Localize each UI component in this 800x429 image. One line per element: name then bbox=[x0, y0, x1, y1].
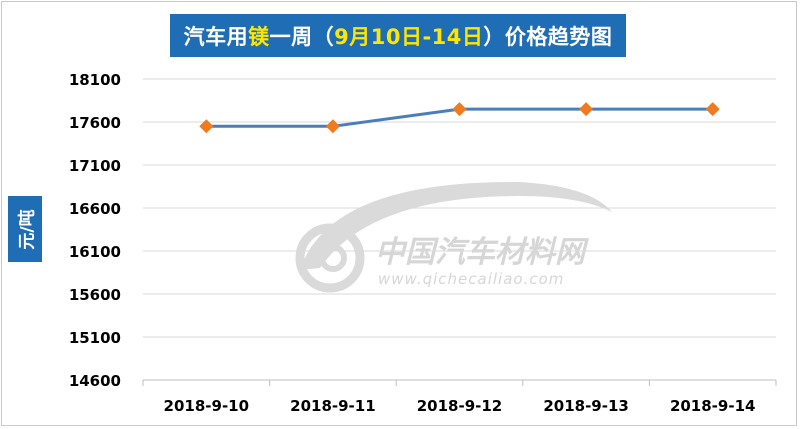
title-part-1: 汽车用 bbox=[183, 24, 249, 49]
y-tick-label: 15100 bbox=[69, 329, 121, 347]
watermark: 中国汽车材料网 www.qichecailiao.com bbox=[295, 181, 612, 293]
data-point bbox=[325, 119, 340, 134]
y-tick-label: 15600 bbox=[69, 286, 121, 304]
watermark-at-ring bbox=[295, 223, 365, 293]
data-point bbox=[452, 102, 467, 117]
y-axis-label-box: 元/吨 bbox=[8, 196, 42, 262]
y-tick-label: 16600 bbox=[69, 200, 121, 218]
y-tick-label: 18100 bbox=[69, 71, 121, 89]
title-part-5: ）价格趋势图 bbox=[483, 24, 613, 49]
chart-title: 汽车用镁一周（ 9月10日-14日 ）价格趋势图 bbox=[170, 14, 626, 57]
data-point bbox=[199, 119, 214, 134]
x-tick-label: 2018-9-10 bbox=[164, 397, 250, 415]
data-point bbox=[579, 102, 594, 117]
y-tick-label: 14600 bbox=[69, 372, 121, 390]
x-tick-label: 2018-9-14 bbox=[670, 397, 756, 415]
y-tick-label: 16100 bbox=[69, 243, 121, 261]
watermark-car-swoosh bbox=[300, 181, 612, 270]
title-part-3: 一周（ bbox=[269, 24, 335, 49]
y-tick-label: 17600 bbox=[69, 114, 121, 132]
data-point bbox=[705, 102, 720, 117]
title-part-2: 镁 bbox=[248, 24, 270, 49]
title-part-4: 9月10日-14日 bbox=[334, 24, 484, 49]
y-tick-label: 17100 bbox=[69, 157, 121, 175]
x-tick-label: 2018-9-11 bbox=[290, 397, 376, 415]
x-tick-label: 2018-9-12 bbox=[417, 397, 503, 415]
watermark-at-core bbox=[319, 244, 347, 272]
watermark-cn-text: 中国汽车材料网 bbox=[375, 235, 589, 270]
x-tick-label: 2018-9-13 bbox=[543, 397, 629, 415]
watermark-url-text: www.qichecailiao.com bbox=[378, 270, 564, 288]
